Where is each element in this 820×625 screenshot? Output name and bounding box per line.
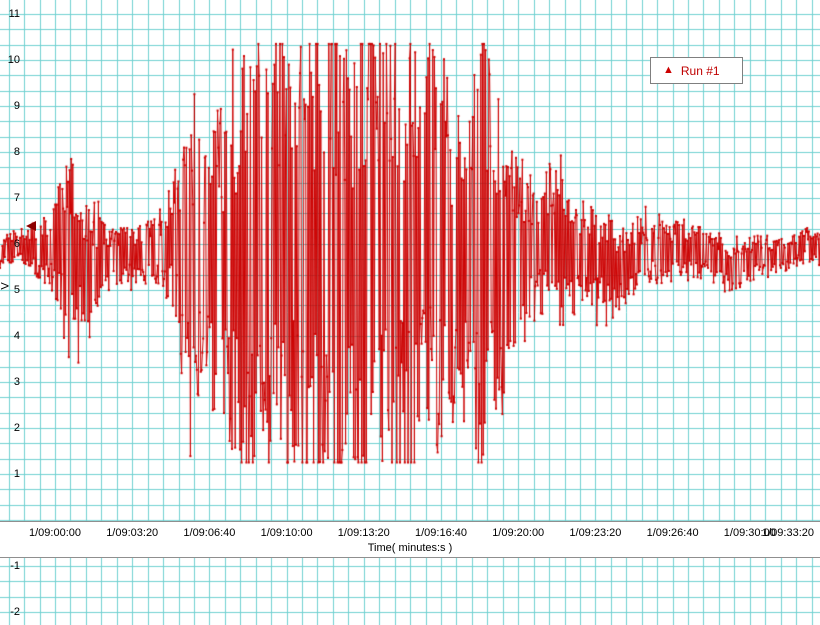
y-tick-label: -2 [10,606,20,618]
triangle-up-icon: ▲ [663,64,674,76]
waveform-canvas[interactable] [0,0,820,522]
y-tick-label: 5 [13,284,20,296]
y-tick-label: 7 [13,192,20,204]
y-tick-label: -1 [10,560,20,572]
x-tick-label: 1/09:13:20 [337,527,390,539]
x-tick-label: 1/09:03:20 [106,527,159,539]
x-tick-label: 1/09:06:40 [183,527,236,539]
y-tick-label: 11 [8,8,20,20]
x-tick-label: 1/09:33:20 [762,527,814,539]
y-tick-label: 9 [13,100,20,112]
x-axis-title: Time( minutes:s ) [367,542,453,554]
x-tick-label: 1/09:23:20 [569,527,622,539]
x-tick-label: 1/09:26:40 [646,527,699,539]
x-tick-label: 1/09:20:00 [492,527,545,539]
y-axis-title: V [0,282,12,290]
y-tick-label: 10 [7,54,20,66]
x-axis-band: 1/09:00:00 1/09:03:20 1/09:06:40 1/09:10:00… [0,521,820,558]
x-tick-label: 1/09:10:00 [260,527,313,539]
y-tick-label: 2 [13,422,20,434]
x-tick-label: 1/09:00:00 [29,527,81,539]
y-tick-label: 8 [13,146,20,158]
legend[interactable]: ▲ Run #1 [650,57,743,84]
y-tick-label: 6 [13,238,20,250]
axis-marker-icon[interactable] [26,220,36,231]
legend-label: Run #1 [680,63,720,78]
x-tick-label: 1/09:30:00 [723,527,776,539]
y-tick-label: 3 [13,376,20,388]
y-tick-label: 1 [13,468,20,480]
y-tick-label: 4 [13,330,20,342]
x-tick-label: 1/09:16:40 [415,527,467,539]
